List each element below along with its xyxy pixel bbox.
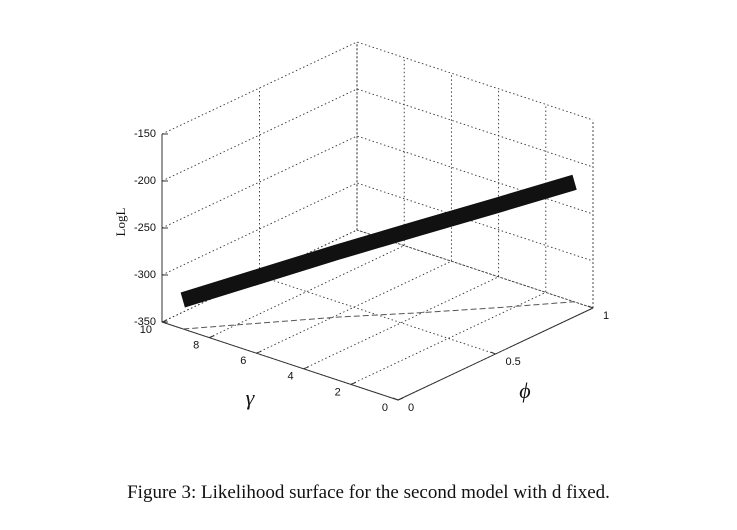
y-tick-label: 2 [335, 386, 341, 398]
grid-line [161, 135, 594, 229]
tick-mark [303, 366, 309, 370]
y-tick-label: 8 [193, 340, 199, 352]
z-tick-label: -150 [134, 128, 156, 140]
grid-line [209, 57, 405, 339]
y-tick-label: 10 [140, 324, 152, 336]
x-tick-label: 1 [603, 310, 609, 322]
y-tick-label: 0 [382, 402, 388, 414]
grid-line [356, 42, 594, 309]
tick-mark [392, 397, 399, 401]
z-axis-label: LogL [113, 208, 128, 237]
z-tick-label: -250 [134, 222, 156, 234]
grid-line [161, 182, 594, 276]
grid-line [161, 41, 594, 135]
grid-line [397, 120, 594, 401]
grid-line [350, 104, 547, 385]
tick-mark [490, 351, 496, 355]
tick-mark [350, 381, 356, 385]
y-tick-label: 4 [287, 371, 293, 383]
z-tick-label: -300 [134, 269, 156, 281]
tick-mark [256, 350, 262, 354]
grid-line [161, 229, 594, 323]
caption: Figure 3: Likelihood surface for the sec… [127, 482, 610, 503]
tick-mark [161, 319, 168, 323]
y-tick-label: 6 [240, 355, 246, 367]
tick-mark [209, 335, 215, 339]
grid-line [161, 42, 358, 323]
z-tick-label: -200 [134, 175, 156, 187]
x-axis-label: ϕ [519, 378, 530, 403]
grid-line [161, 88, 594, 182]
grid-line [303, 88, 500, 370]
z-tick-label: -350 [134, 316, 156, 328]
y-axis-label: γ [246, 385, 256, 410]
surface-floor-projection [183, 301, 575, 330]
surface [180, 174, 577, 308]
grid-line [256, 73, 452, 354]
tick-mark [587, 305, 594, 309]
chart: LogL γ ϕ -350 -300 -250 -200 -150 0 2 4 6 8 10 0 0.5… [113, 41, 609, 414]
x-tick-label: 0 [408, 402, 414, 414]
tick-mark [397, 397, 404, 401]
x-tick-label: 0.5 [506, 356, 521, 368]
